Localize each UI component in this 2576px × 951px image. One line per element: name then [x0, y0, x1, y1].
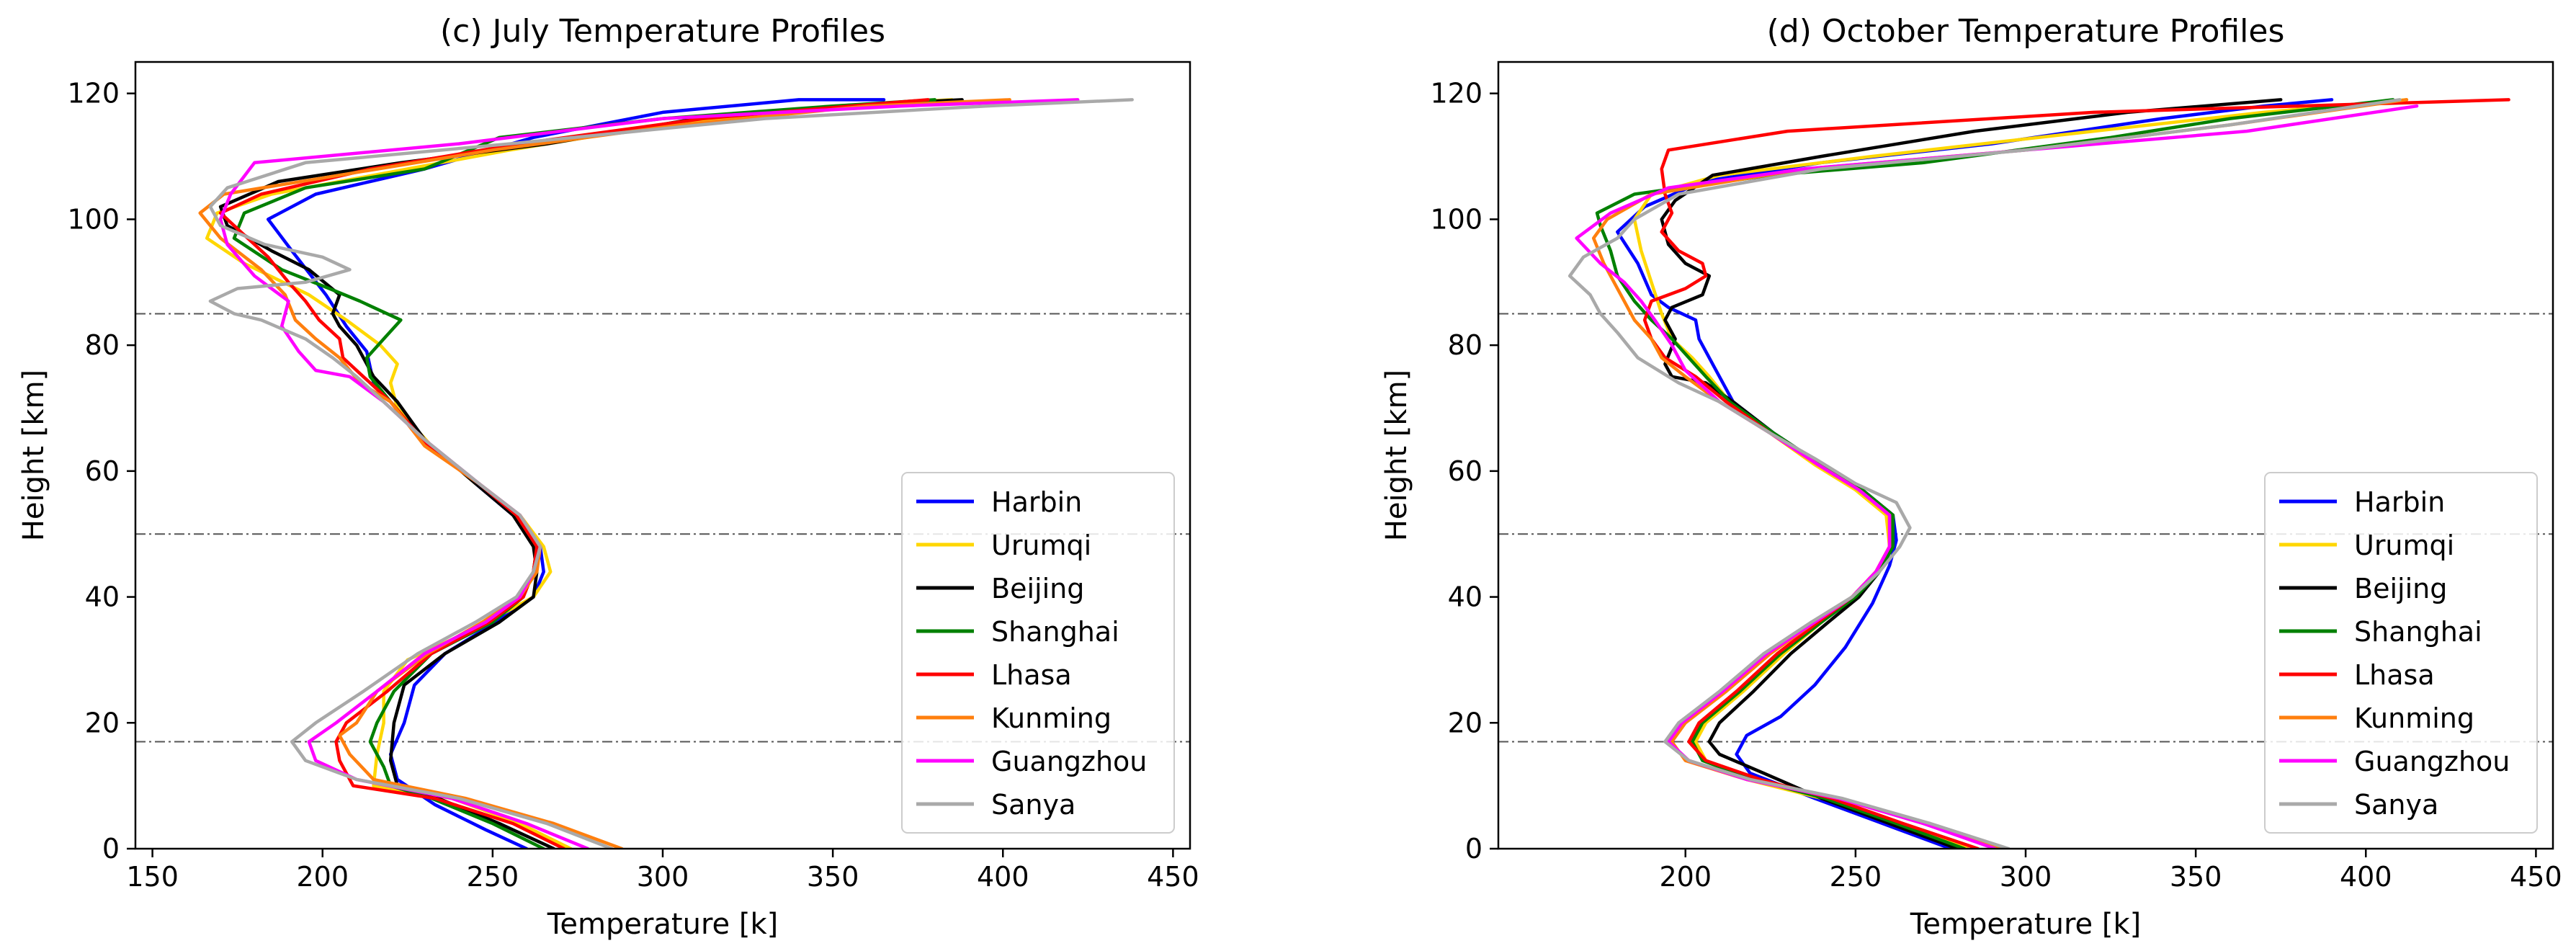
legend-label-sanya: Sanya: [2354, 789, 2438, 821]
y-tick-label: 120: [1430, 78, 1482, 110]
x-tick-label: 350: [807, 861, 859, 893]
y-tick-label: 0: [102, 833, 120, 865]
x-axis-label: Temperature [k]: [547, 908, 778, 941]
series-line-guangzhou: [1575, 104, 2419, 849]
y-tick-label: 80: [85, 329, 120, 361]
legend-box: [901, 472, 1175, 834]
chart-title: (c) July Temperature Profiles: [440, 13, 885, 50]
x-tick-label: 200: [296, 861, 349, 893]
x-tick-label: 250: [1830, 861, 1882, 893]
series-line-harbin: [266, 98, 886, 849]
x-tick-label: 450: [2510, 861, 2562, 893]
y-tick-label: 40: [1448, 581, 1482, 613]
x-tick-label: 200: [1659, 861, 1712, 893]
y-tick-label: 100: [1430, 203, 1482, 235]
legend-box: [2264, 472, 2538, 834]
y-tick-label: 0: [1465, 833, 1482, 865]
series-group: [198, 98, 1134, 849]
legend-label-guangzhou: Guangzhou: [991, 746, 1147, 777]
legend-label-shanghai: Shanghai: [991, 616, 1119, 648]
legend-label-kunming: Kunming: [2354, 702, 2474, 734]
legend-label-harbin: Harbin: [2354, 486, 2445, 518]
series-line-beijing: [1660, 98, 2283, 849]
series-line-sanya: [1567, 98, 2402, 849]
y-tick-label: 60: [85, 455, 120, 487]
legend-label-lhasa: Lhasa: [991, 659, 1072, 691]
series-line-beijing: [218, 98, 964, 849]
y-tick-label: 80: [1448, 329, 1482, 361]
legend-label-urumqi: Urumqi: [991, 530, 1091, 561]
x-axis-label: Temperature [k]: [1910, 908, 2141, 941]
y-axis-label: Height [km]: [1380, 370, 1413, 541]
legend: Harbin Urumqi Beijing Shanghai Lhasa Kunming G…: [2264, 472, 2538, 834]
legend-label-kunming: Kunming: [991, 702, 1112, 734]
y-tick-label: 20: [85, 707, 120, 738]
x-tick-label: 150: [126, 861, 179, 893]
x-tick-label: 400: [2340, 861, 2392, 893]
y-tick-label: 100: [67, 203, 120, 235]
y-tick-label: 120: [67, 78, 120, 110]
legend-label-harbin: Harbin: [991, 486, 1082, 518]
legend-label-beijing: Beijing: [2354, 573, 2447, 604]
legend-label-lhasa: Lhasa: [2354, 659, 2435, 691]
chart-title: (d) October Temperature Profiles: [1767, 13, 2285, 50]
series-line-harbin: [1616, 98, 2334, 849]
legend-label-shanghai: Shanghai: [2354, 616, 2482, 648]
x-tick-label: 300: [637, 861, 689, 893]
x-tick-label: 400: [977, 861, 1029, 893]
x-tick-label: 450: [1147, 861, 1199, 893]
y-tick-label: 20: [1448, 707, 1482, 738]
legend-label-beijing: Beijing: [991, 573, 1084, 604]
series-group: [1567, 98, 2510, 849]
series-line-kunming: [198, 98, 1011, 849]
x-tick-label: 350: [2170, 861, 2222, 893]
y-tick-label: 60: [1448, 455, 1482, 487]
legend-label-sanya: Sanya: [991, 789, 1075, 821]
x-tick-label: 250: [467, 861, 519, 893]
series-line-lhasa: [218, 98, 930, 849]
legend-label-urumqi: Urumqi: [2354, 530, 2454, 561]
legend: Harbin Urumqi Beijing Shanghai Lhasa Kunming G…: [901, 472, 1175, 834]
y-axis-label: Height [km]: [17, 370, 50, 541]
y-tick-label: 40: [85, 581, 120, 613]
x-tick-label: 300: [2000, 861, 2052, 893]
series-line-shanghai: [1595, 98, 2395, 849]
legend-label-guangzhou: Guangzhou: [2354, 746, 2510, 777]
series-line-sanya: [208, 98, 1134, 849]
